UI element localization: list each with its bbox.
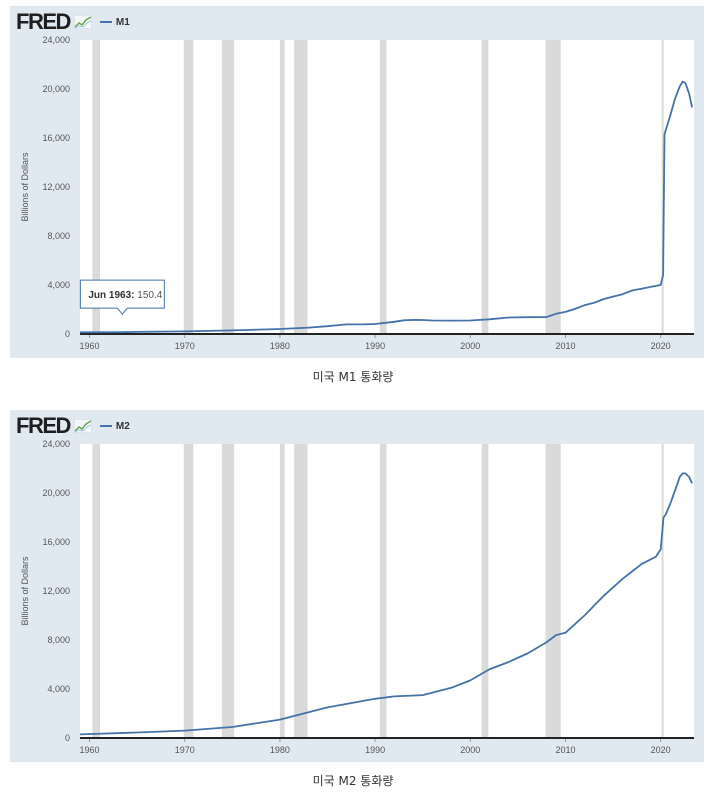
recession-band: [545, 40, 561, 334]
x-tick-label: 1990: [365, 341, 385, 351]
y-tick-label: 16,000: [42, 537, 70, 547]
x-tick-label: 1980: [270, 341, 290, 351]
legend-label: M1: [115, 16, 130, 28]
legend-label: M2: [115, 420, 130, 432]
tooltip-date: Jun 1963:: [88, 290, 137, 301]
recession-band: [92, 40, 100, 334]
legend-swatch: [99, 21, 112, 23]
y-tick-label: 0: [65, 733, 70, 743]
recession-band: [661, 444, 664, 738]
y-tick-label: 4,000: [47, 280, 70, 290]
fred-logo[interactable]: FRED: [16, 413, 71, 438]
y-tick-label: 20,000: [42, 488, 70, 498]
legend[interactable]: M2: [99, 420, 130, 432]
y-axis-label: Billions of Dollars: [20, 152, 30, 222]
x-tick-label: 1980: [270, 745, 290, 755]
y-tick-label: 16,000: [42, 133, 70, 143]
y-tick-label: 12,000: [42, 586, 70, 596]
chart-caption-m2: 미국 M2 통화량: [312, 774, 394, 788]
recession-band: [221, 40, 235, 334]
y-tick-label: 24,000: [42, 439, 70, 449]
legend-swatch: [99, 425, 112, 427]
x-tick-label: 2020: [651, 745, 671, 755]
y-tick-label: 4,000: [47, 684, 70, 694]
fred-logo[interactable]: FRED: [16, 9, 71, 34]
chart-header: FRED M1: [16, 9, 130, 34]
recession-band: [294, 444, 308, 738]
chart-caption-m1: 미국 M1 통화량: [312, 370, 394, 384]
x-tick-label: 2000: [460, 745, 480, 755]
recession-band: [661, 40, 664, 334]
x-tick-label: 1990: [365, 745, 385, 755]
recession-band: [92, 444, 100, 738]
series-line-m2: [79, 472, 693, 736]
chart-m2[interactable]: 0 4,000 8,000 12,000 16,000 20,000 24,000 1960 1…: [10, 410, 704, 762]
x-tick-label: 1960: [80, 341, 100, 351]
x-tick-label: 2020: [651, 341, 671, 351]
tooltip-box: [79, 279, 165, 315]
recession-band: [379, 444, 387, 738]
recession-band: [545, 444, 561, 738]
x-tick-label: 1960: [80, 745, 100, 755]
chart-header: FRED M2: [16, 413, 130, 438]
chart-panel-m1: 0 4,000 8,000 12,000 16,000 20,000 24,000 1960 1…: [10, 6, 704, 358]
plot-area: [80, 40, 694, 334]
recession-band: [183, 444, 194, 738]
recession-band: [183, 40, 194, 334]
y-axis-label: Billions of Dollars: [20, 556, 30, 626]
x-tick-label: 2010: [555, 745, 575, 755]
recession-band: [221, 444, 235, 738]
chart-panel-m2: 0 4,000 8,000 12,000 16,000 20,000 24,000 1960 1…: [10, 410, 704, 762]
tooltip: Jun 1963: 150.4: [79, 279, 165, 315]
series-line-m1: [79, 80, 693, 334]
recession-band: [279, 40, 285, 334]
chart-m1[interactable]: 0 4,000 8,000 12,000 16,000 20,000 24,000 1960 1…: [10, 6, 704, 358]
plot-area: [80, 444, 694, 738]
y-tick-label: 20,000: [42, 84, 70, 94]
y-tick-label: 8,000: [47, 635, 70, 645]
y-tick-label: 24,000: [42, 35, 70, 45]
recession-band: [481, 40, 489, 334]
recession-band: [379, 40, 387, 334]
graph-icon: [73, 15, 92, 29]
y-tick-label: 12,000: [42, 182, 70, 192]
y-tick-label: 8,000: [47, 231, 70, 241]
x-tick-label: 1970: [175, 745, 195, 755]
y-tick-label: 0: [65, 329, 70, 339]
tooltip-text: Jun 1963: 150.4: [88, 290, 162, 301]
recession-band: [481, 444, 489, 738]
recession-band: [294, 40, 308, 334]
tooltip-value: 150.4: [137, 290, 162, 301]
x-tick-label: 2000: [460, 341, 480, 351]
graph-icon: [73, 419, 92, 433]
recession-band: [279, 444, 285, 738]
legend[interactable]: M1: [99, 16, 130, 28]
x-tick-label: 1970: [175, 341, 195, 351]
x-tick-label: 2010: [555, 341, 575, 351]
